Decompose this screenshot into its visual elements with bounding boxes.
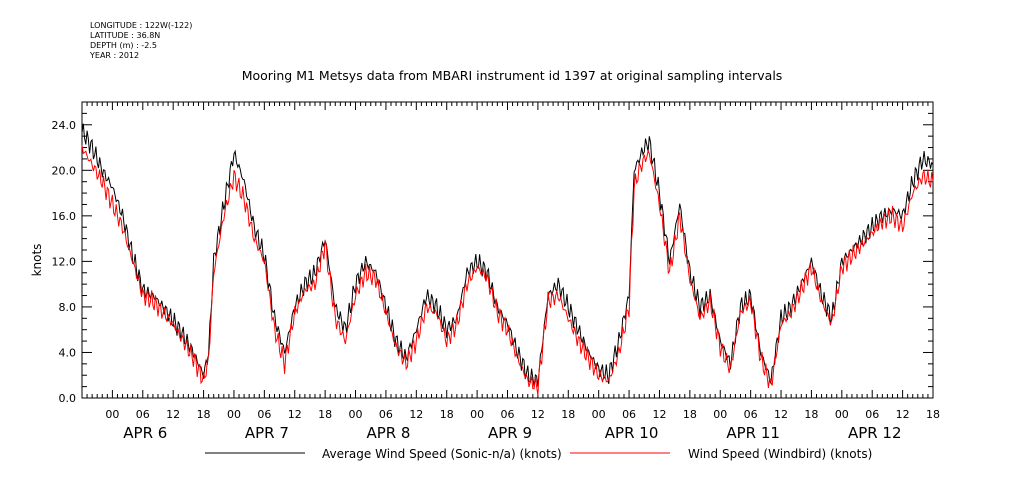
station-metadata: LONGITUDE : 122W(-122) LATITUDE : 36.8N … xyxy=(90,21,192,61)
x-tick-label: 12 xyxy=(531,408,545,421)
day-label: APR 7 xyxy=(245,424,289,442)
x-axis: 00 06 12 18 00 06 12 18 00 06 12 18 00 06 12 18 00 06 12 18… xyxy=(81,102,940,442)
day-label: APR 9 xyxy=(488,424,532,442)
x-tick-label: 18 xyxy=(561,408,575,421)
x-tick-label: 12 xyxy=(896,408,910,421)
day-label: APR 12 xyxy=(848,424,902,442)
latitude-text: LATITUDE : 36.8N xyxy=(90,31,161,40)
x-tick-label: 18 xyxy=(318,408,332,421)
x-tick-label: 12 xyxy=(774,408,788,421)
x-tick-label: 06 xyxy=(865,408,879,421)
y-tick-label: 16.0 xyxy=(52,210,77,223)
x-tick-label: 18 xyxy=(683,408,697,421)
y-tick-label: 8.0 xyxy=(59,301,77,314)
x-tick-label: 00 xyxy=(105,408,119,421)
x-tick-label: 06 xyxy=(257,408,271,421)
x-tick-label: 12 xyxy=(409,408,423,421)
y-tick-label: 12.0 xyxy=(52,255,77,268)
x-tick-label: 18 xyxy=(197,408,211,421)
x-tick-label: 06 xyxy=(136,408,150,421)
plot-frame xyxy=(81,101,934,399)
y-tick-label: 24.0 xyxy=(52,119,77,132)
longitude-text: LONGITUDE : 122W(-122) xyxy=(90,21,193,30)
y-tick-label: 4.0 xyxy=(59,346,77,359)
series-line-windbird xyxy=(81,145,934,396)
y-axis: 0.0 4.0 8.0 12.0 16.0 20.0 24.0 xyxy=(52,112,933,405)
day-label: APR 11 xyxy=(726,424,780,442)
day-label: APR 6 xyxy=(123,424,167,442)
series-group xyxy=(81,123,934,396)
x-tick-label: 06 xyxy=(501,408,515,421)
x-tick-label: 00 xyxy=(349,408,363,421)
chart-title: Mooring M1 Metsys data from MBARI instru… xyxy=(242,68,783,83)
depth-text: DEPTH (m) : -2.5 xyxy=(90,41,157,50)
y-tick-label: 0.0 xyxy=(59,392,77,405)
x-tick-label: 06 xyxy=(379,408,393,421)
y-tick-label: 20.0 xyxy=(52,164,77,177)
x-tick-label: 12 xyxy=(652,408,666,421)
x-tick-label: 00 xyxy=(592,408,606,421)
legend: Average Wind Speed (Sonic-n/a) (knots) W… xyxy=(205,447,872,461)
x-tick-label: 12 xyxy=(166,408,180,421)
legend-label-average-wind: Average Wind Speed (Sonic-n/a) (knots) xyxy=(322,447,562,461)
x-tick-label: 06 xyxy=(622,408,636,421)
x-tick-label: 06 xyxy=(744,408,758,421)
day-label: APR 8 xyxy=(366,424,410,442)
day-label: APR 10 xyxy=(605,424,659,442)
x-tick-label: 00 xyxy=(713,408,727,421)
y-axis-title: knots xyxy=(30,244,44,277)
year-text: YEAR : 2012 xyxy=(90,51,140,60)
x-tick-label: 18 xyxy=(926,408,940,421)
x-tick-label: 12 xyxy=(288,408,302,421)
x-tick-label: 00 xyxy=(470,408,484,421)
x-tick-label: 00 xyxy=(227,408,241,421)
x-tick-label: 18 xyxy=(804,408,818,421)
legend-label-windbird: Wind Speed (Windbird) (knots) xyxy=(688,447,872,461)
x-tick-label: 18 xyxy=(440,408,454,421)
x-tick-label: 00 xyxy=(835,408,849,421)
